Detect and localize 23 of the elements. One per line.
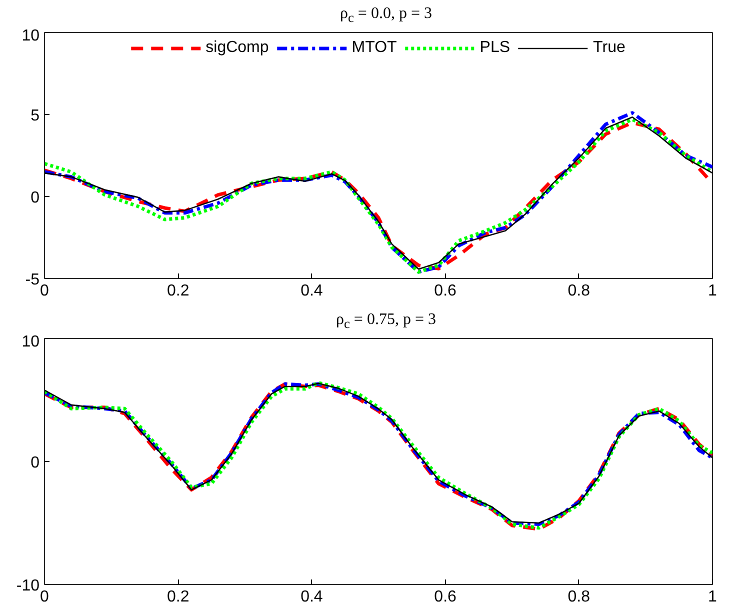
legend-label: sigComp [206,39,269,57]
y-tick-label: 0 [30,454,40,472]
y-tick-label: -10 [16,578,40,594]
y-tick-label: 10 [22,28,40,44]
x-tick-label: 0.4 [300,282,323,300]
x-tick-label: 0.8 [568,588,590,606]
x-tick-label: 0.4 [300,588,323,606]
legend-label: MTOT [352,39,397,57]
x-tick-label: 0.2 [166,282,190,300]
y-tick-label: 10 [22,334,40,350]
x-tick-label: 0.6 [434,282,457,300]
y-tick-label: 0 [30,190,40,206]
x-tick-label: 1 [708,282,718,300]
chart-title: ρ$_{c}$ = 0.0, p = 3 [340,5,432,28]
x-tick-label: 1 [708,588,718,606]
y-tick-label: -5 [25,272,40,288]
x-tick-label: 0.2 [166,588,190,606]
x-tick-label: 0.6 [434,588,457,606]
y-tick-label: 5 [30,108,40,124]
x-tick-label: 0.8 [568,282,590,300]
legend-label: True [593,39,626,57]
chart-title: ρ$_{c}$ = 0.75, p = 3 [336,311,436,334]
legend-label: PLS [480,39,510,57]
